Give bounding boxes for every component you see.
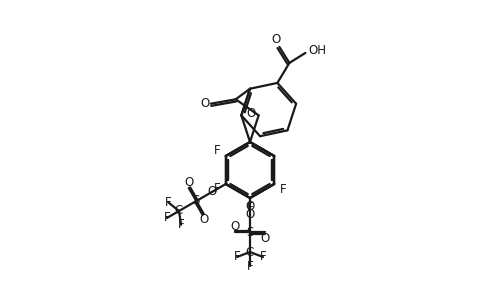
Text: F: F <box>280 182 286 195</box>
Text: OH: OH <box>308 44 326 57</box>
Text: O: O <box>184 175 194 188</box>
Text: S: S <box>192 195 200 208</box>
Text: C: C <box>246 246 254 258</box>
Text: O: O <box>230 219 239 233</box>
Text: O: O <box>272 33 281 47</box>
Text: F: F <box>165 196 172 209</box>
Text: O: O <box>246 208 254 220</box>
Text: F: F <box>234 250 240 264</box>
Text: S: S <box>246 226 254 239</box>
Text: O: O <box>200 97 209 110</box>
Text: O: O <box>260 232 270 244</box>
Text: O: O <box>246 107 256 120</box>
Text: F: F <box>246 202 254 215</box>
Text: F: F <box>246 260 254 272</box>
Text: F: F <box>260 250 266 264</box>
Text: O: O <box>208 185 216 199</box>
Text: C: C <box>175 205 183 217</box>
Text: F: F <box>164 212 170 224</box>
Text: F: F <box>214 144 220 157</box>
Text: O: O <box>246 201 254 213</box>
Text: F: F <box>178 218 184 231</box>
Text: O: O <box>199 213 208 226</box>
Text: F: F <box>214 182 220 195</box>
